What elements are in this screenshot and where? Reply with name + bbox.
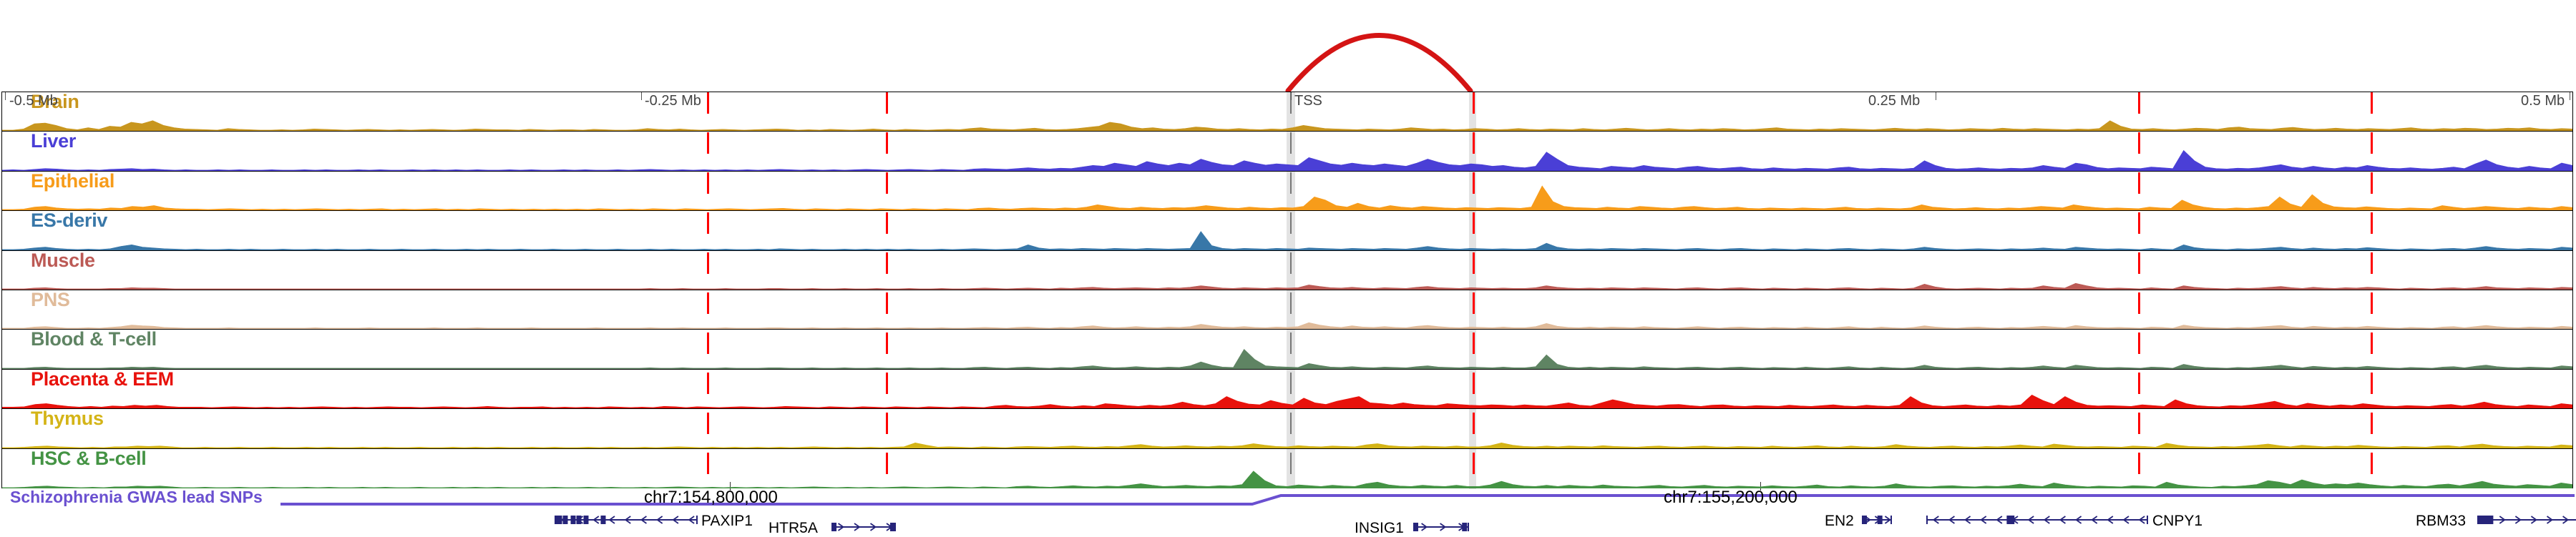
axis-label--0-5-mb: -0.5 Mb: [9, 93, 58, 109]
axis-tick-1: [641, 92, 642, 100]
gene-name-en2: EN2: [1825, 513, 1854, 529]
signal-profile-es-deriv: [2, 230, 2572, 250]
axis-tick-0: [5, 92, 6, 100]
gene-model-cnpy1: [1926, 516, 2148, 524]
track-muscle[interactable]: Muscle: [2, 249, 2572, 290]
track-label-placenta-eem: Placenta & EEM: [31, 368, 174, 390]
signal-profile-pns: [2, 322, 2572, 330]
snp-track-label: Schizophrenia GWAS lead SNPs: [10, 488, 263, 506]
signal-profile-epithelial: [2, 185, 2572, 211]
gene-name-paxip1: PAXIP1: [701, 513, 753, 529]
axis-tick-2: [1291, 92, 1292, 100]
gwas-snp-line: [280, 494, 2575, 506]
signal-profile-blood-t-cell: [2, 348, 2572, 369]
gwas-snp-polyline: [280, 494, 2575, 506]
track-label-brain: Brain: [31, 91, 79, 112]
track-pns[interactable]: PNS: [2, 288, 2572, 330]
track-label-muscle: Muscle: [31, 249, 95, 271]
axis-label-tss: TSS: [1294, 93, 1322, 109]
track-label-pns: PNS: [31, 288, 70, 310]
tracks-host: Brain Liver Epithelial ES-deriv Muscle PNS Blo…: [2, 91, 2572, 488]
axis-label--0-25-mb: -0.25 Mb: [645, 93, 701, 109]
gene-model-en2: [1862, 516, 1892, 524]
gene-name-cnpy1: CNPY1: [2152, 513, 2203, 529]
track-thymus[interactable]: Thymus: [2, 408, 2572, 449]
track-placenta-eem[interactable]: Placenta & EEM: [2, 368, 2572, 410]
coordinate-row: chr7:154,800,000 chr7:155,200,000: [0, 482, 2576, 511]
coordinate-tick-1: [1760, 482, 1761, 491]
track-liver[interactable]: Liver: [2, 130, 2572, 172]
signal-profile-thymus: [2, 442, 2572, 448]
signal-profile-placenta-eem: [2, 395, 2572, 409]
gene-model-paxip1: [555, 516, 698, 524]
gene-annotation-row: PAXIP1 HTR5A INSIG1 EN2 CNPY1 RBM33: [0, 511, 2576, 536]
track-hsc-b-cell[interactable]: HSC & B-cell: [2, 447, 2572, 488]
track-label-blood-t-cell: Blood & T-cell: [31, 328, 157, 350]
track-blood-t-cell[interactable]: Blood & T-cell: [2, 328, 2572, 370]
signal-profile-muscle: [2, 282, 2572, 290]
track-label-epithelial: Epithelial: [31, 169, 115, 192]
coordinate-tick-0: [730, 482, 731, 491]
chromatin-interaction-arc: [1285, 33, 1473, 94]
track-label-liver: Liver: [31, 130, 77, 152]
coordinate-label-0: chr7:154,800,000: [644, 488, 778, 507]
track-label-es-deriv: ES-deriv: [31, 210, 108, 232]
interaction-arc-layer: [0, 0, 2576, 94]
arc-svg: [1285, 33, 1473, 94]
track-epithelial[interactable]: Epithelial: [2, 169, 2572, 212]
axis-ruler: -0.5 Mb -0.25 Mb TSS 0.25 Mb 0.5 Mb: [2, 92, 2572, 114]
gene-name-htr5a: HTR5A: [769, 520, 818, 536]
axis-label-0-5-mb: 0.5 Mb: [2521, 93, 2565, 109]
gene-name-rbm33: RBM33: [2416, 513, 2467, 529]
signal-profile-liver: [2, 149, 2572, 171]
gene-model-insig1: [1413, 523, 1469, 531]
gene-model-htr5a: [831, 523, 896, 531]
track-es-deriv[interactable]: ES-deriv: [2, 210, 2572, 251]
track-label-thymus: Thymus: [31, 408, 104, 430]
gene-model-rbm33: [2477, 516, 2576, 524]
signal-profile-hsc-b-cell: [2, 471, 2572, 488]
axis-label-0-25-mb: 0.25 Mb: [1868, 93, 1921, 109]
track-label-hsc-b-cell: HSC & B-cell: [31, 447, 147, 469]
coordinate-label-1: chr7:155,200,000: [1664, 488, 1797, 507]
gene-name-insig1: INSIG1: [1355, 520, 1404, 536]
signal-track-panel: Brain Liver Epithelial ES-deriv Muscle PNS Blo…: [1, 91, 2573, 489]
